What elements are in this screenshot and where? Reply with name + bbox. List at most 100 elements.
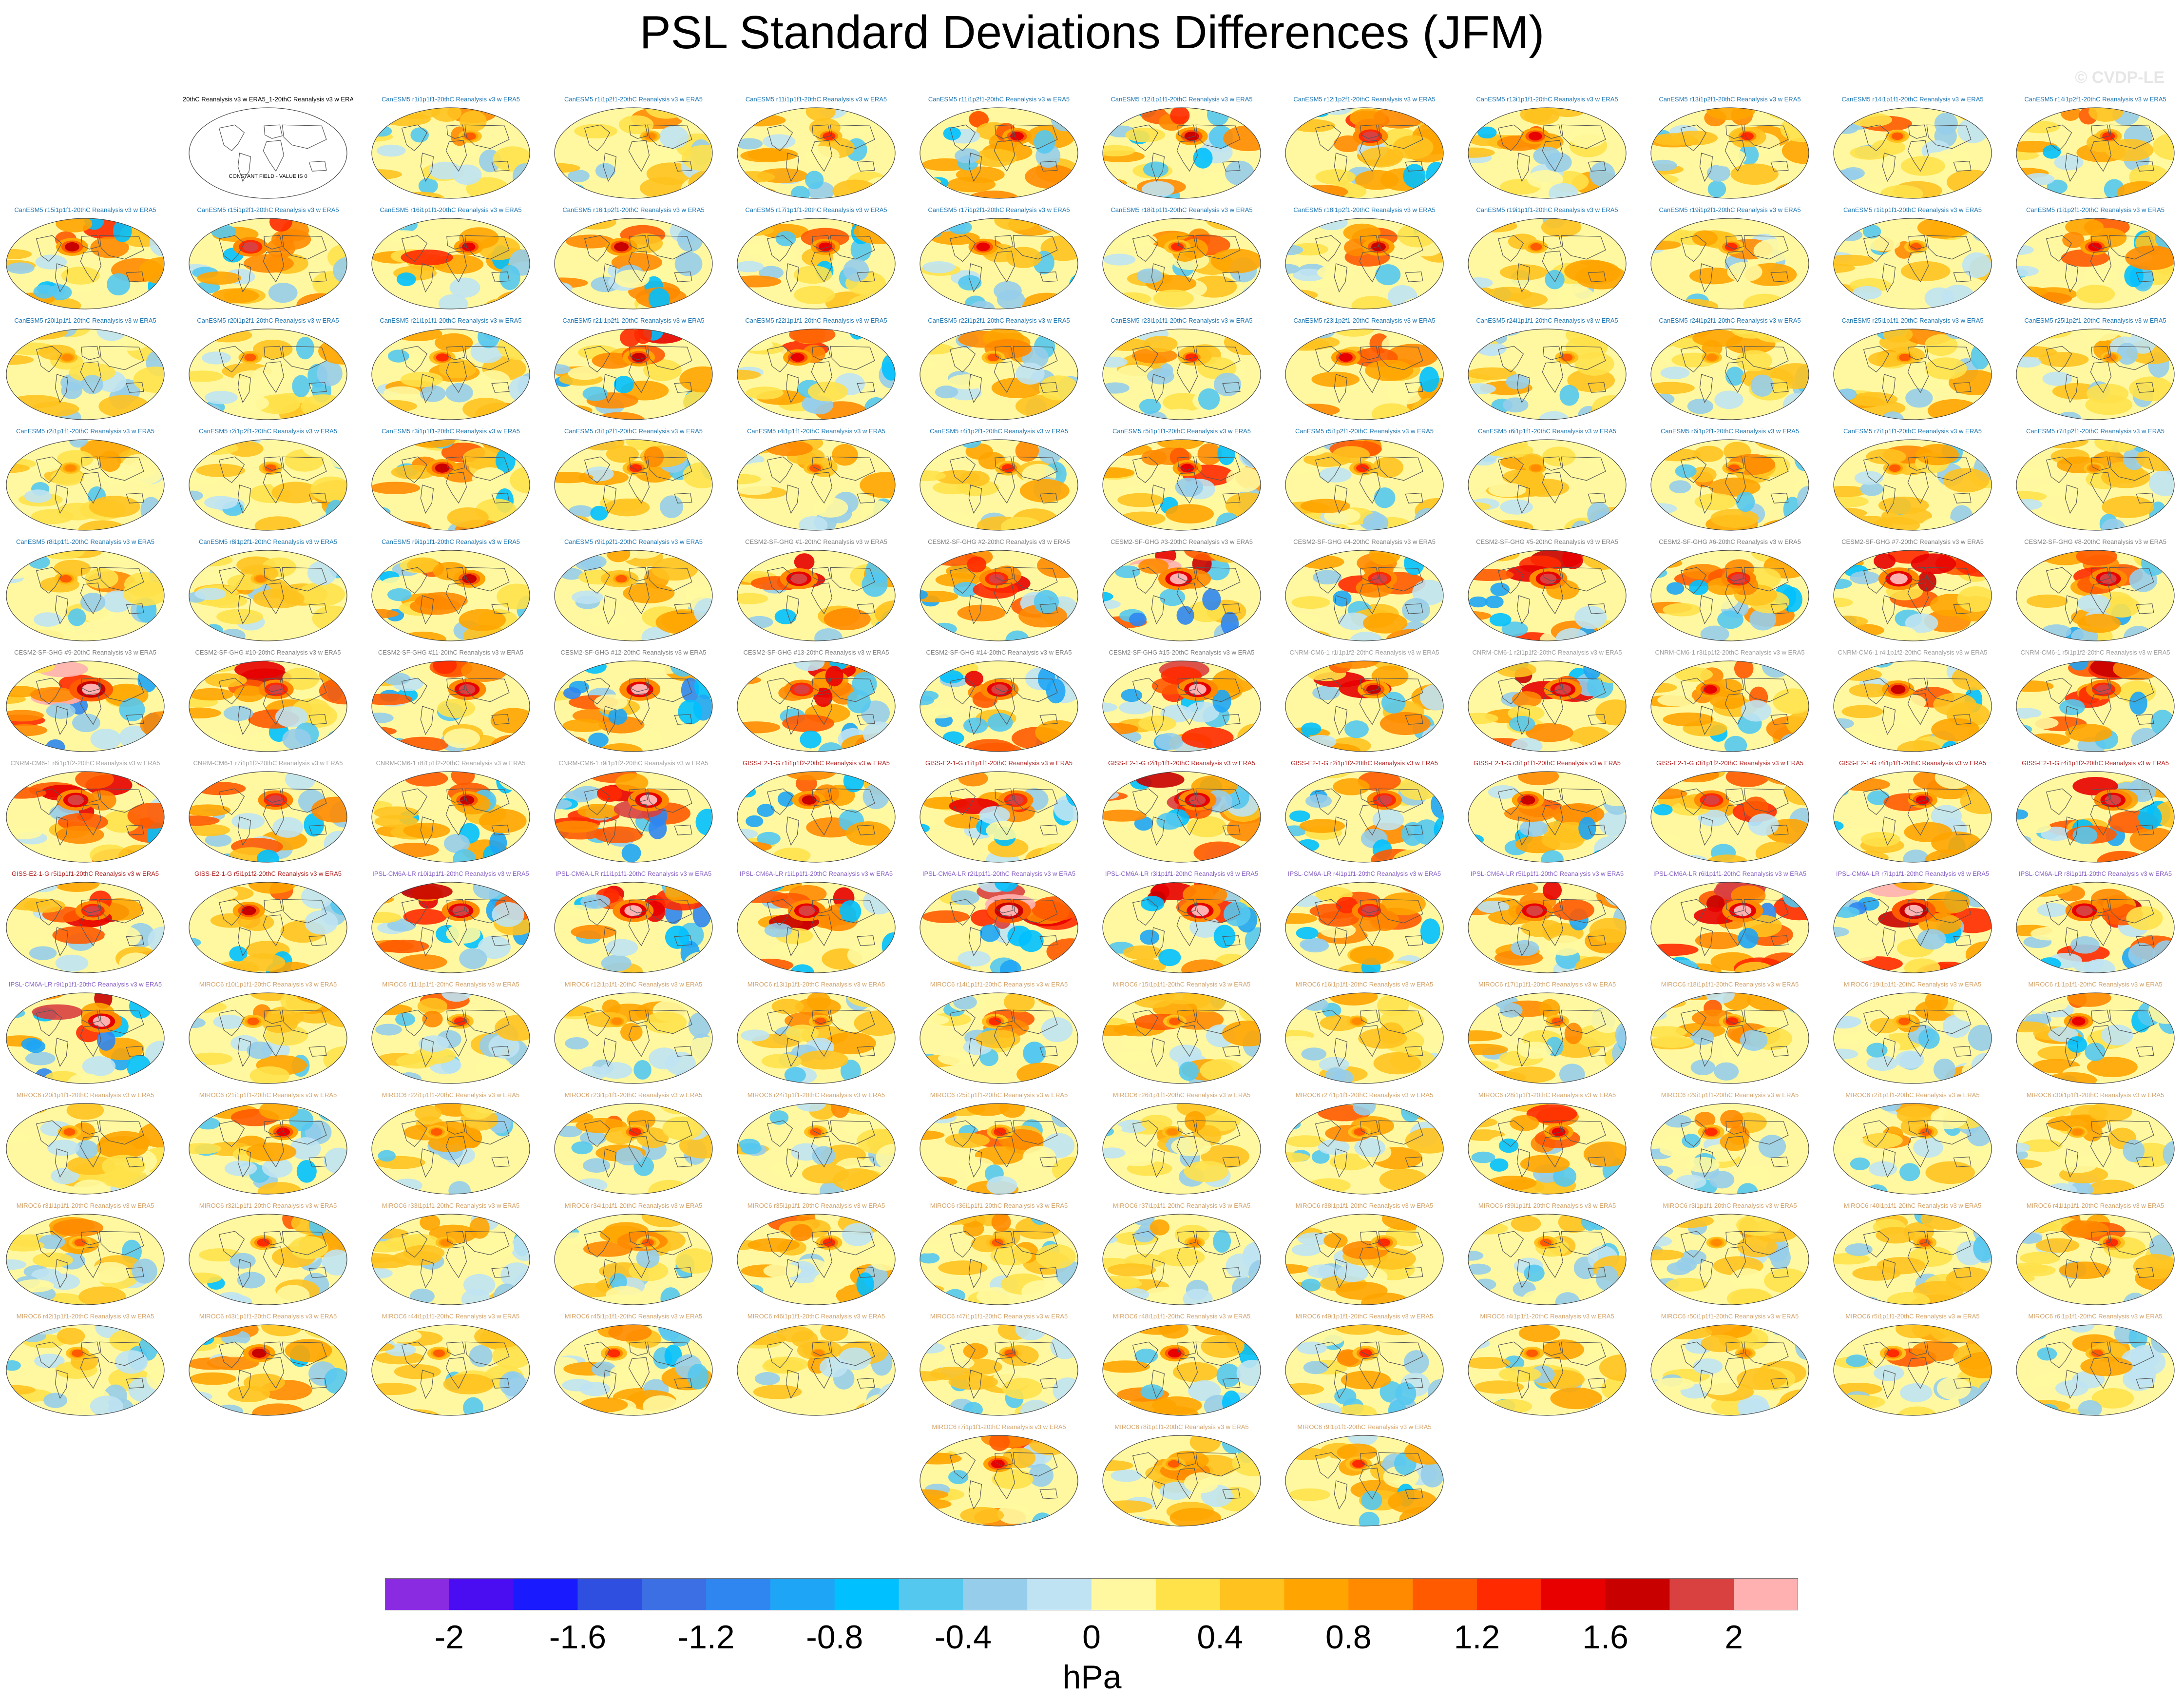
- anomaly-blob: [372, 1103, 393, 1114]
- coastline: [446, 677, 465, 692]
- coastline: [1039, 493, 1058, 503]
- anomaly-blob: [2087, 1057, 2138, 1078]
- anomaly-blob: [1213, 372, 1242, 396]
- anomaly-blob: [1706, 108, 1755, 120]
- north-pacific-maximum: [1899, 353, 1911, 362]
- anomaly-blob: [1489, 613, 1512, 627]
- anomaly-blob: [1103, 1025, 1138, 1036]
- anomaly-blob: [1865, 235, 1900, 251]
- coastline: [1132, 899, 1159, 926]
- anomaly-blob: [1931, 718, 1980, 741]
- coastline: [263, 140, 285, 172]
- panel-title: MIROC6 r12i1p1f1-20thC Reanalysis v3 w E…: [564, 981, 703, 988]
- anomaly-blob: [1046, 678, 1066, 704]
- coastline: [2065, 263, 2079, 293]
- anomaly-blob: [2047, 1115, 2098, 1132]
- map-panel: CNRM-CM6-1 r4i1p1f2-20thC Reanalysis v3 …: [1832, 649, 1993, 754]
- anomaly-blob: [1734, 661, 1754, 679]
- anomaly-blob: [846, 690, 871, 714]
- coastline: [1315, 235, 1341, 262]
- coastline: [647, 1120, 692, 1145]
- robinson-map: [371, 329, 530, 420]
- anomaly-blob: [216, 609, 264, 625]
- anomaly-blob: [1503, 397, 1529, 413]
- coastline: [830, 235, 875, 260]
- anomaly-blob: [2025, 733, 2070, 747]
- anomaly-blob: [763, 1263, 801, 1278]
- north-pacific-maximum: [1725, 1017, 1739, 1025]
- coastline: [1699, 484, 1713, 514]
- anomaly-blob: [69, 363, 115, 383]
- coastline: [1359, 804, 1381, 836]
- anomaly-blob: [938, 1051, 976, 1065]
- anomaly-blob: [949, 385, 982, 401]
- anomaly-blob: [595, 412, 646, 420]
- anomaly-blob: [1153, 290, 1194, 308]
- coastline: [491, 271, 510, 282]
- anomaly-blob: [1312, 685, 1340, 700]
- panel-title: CESM2-SF-GHG #4-20thC Reanalysis v3 w ER…: [1293, 538, 1436, 545]
- anomaly-blob: [805, 171, 824, 190]
- anomaly-blob: [601, 955, 632, 972]
- panel-title: CanESM5 r20i1p1f1-20thC Reanalysis v3 w …: [14, 317, 156, 324]
- north-pacific-maximum: [1352, 1018, 1363, 1025]
- north-pacific-maximum: [814, 1017, 826, 1025]
- anomaly-blob: [256, 850, 279, 862]
- map-panel: CESM2-SF-GHG #3-20thC Reanalysis v3 w ER…: [1101, 538, 1262, 643]
- coastline: [308, 271, 327, 282]
- coastline: [628, 251, 650, 283]
- anomaly-blob: [1143, 336, 1178, 352]
- anomaly-blob: [2047, 179, 2068, 194]
- coastline: [1724, 472, 1746, 504]
- anomaly-blob: [695, 809, 712, 835]
- north-pacific-maximum: [987, 353, 999, 362]
- panel-title: CNRM-CM6-1 r8i1p1f2-20thC Reanalysis v3 …: [376, 759, 526, 767]
- coastline: [629, 677, 648, 692]
- coastline: [811, 804, 833, 836]
- coastline: [2046, 235, 2072, 262]
- coastline: [1588, 935, 1606, 946]
- panel-title: GISS-E2-1-G r4i1p1f2-20thC Reanalysis v3…: [2021, 759, 2169, 767]
- anomaly-blob: [920, 411, 945, 420]
- map-border: [1102, 107, 1261, 199]
- anomaly-blob: [1300, 938, 1328, 951]
- map-panel: CanESM5 r20i1p2f1-20thC Reanalysis v3 w …: [188, 317, 348, 422]
- coastline: [263, 1136, 285, 1168]
- coastline: [830, 677, 875, 702]
- coastline: [1561, 788, 1606, 813]
- anomaly-blob: [1136, 268, 1163, 284]
- anomaly-blob: [1657, 550, 1679, 556]
- coastline: [2065, 706, 2079, 735]
- anomaly-blob: [1510, 940, 1539, 956]
- coastline: [2091, 456, 2110, 471]
- map-panel: CanESM5 r1i1p2f1-20thC Reanalysis v3 w E…: [2015, 206, 2176, 311]
- robinson-map: [1102, 882, 1261, 973]
- coastline: [1699, 1038, 1713, 1067]
- coastline: [126, 1046, 144, 1057]
- anomaly-blob: [1841, 167, 1865, 179]
- anomaly-blob: [2058, 1156, 2098, 1173]
- coastline: [1908, 235, 1927, 250]
- anomaly-blob: [1651, 1026, 1687, 1038]
- coastline: [401, 456, 428, 484]
- coastline: [674, 161, 692, 172]
- coastline: [995, 346, 1014, 360]
- anomaly-blob: [842, 1112, 880, 1136]
- coastline: [2109, 346, 2154, 370]
- panel-title: CanESM5 r17i1p1f1-20thC Reanalysis v3 w …: [745, 206, 887, 213]
- anomaly-blob: [1488, 483, 1526, 497]
- map-border: [1468, 107, 1627, 199]
- north-pacific-maximum: [802, 795, 817, 805]
- panel-title: CanESM5 r17i1p2f1-20thC Reanalysis v3 w …: [928, 206, 1070, 213]
- coastline: [446, 567, 465, 581]
- anomaly-blob: [1545, 270, 1565, 290]
- anomaly-blob: [947, 176, 996, 193]
- panel-title: MIROC6 r18i1p1f1-20thC Reanalysis v3 w E…: [1661, 981, 1799, 988]
- coastline: [1151, 927, 1165, 957]
- coastline: [491, 714, 510, 725]
- map-border: [1833, 439, 1992, 531]
- coastline: [1222, 1157, 1241, 1167]
- north-pacific-maximum: [67, 794, 84, 806]
- north-pacific-maximum: [988, 1017, 1001, 1025]
- anomaly-blob: [1051, 108, 1078, 132]
